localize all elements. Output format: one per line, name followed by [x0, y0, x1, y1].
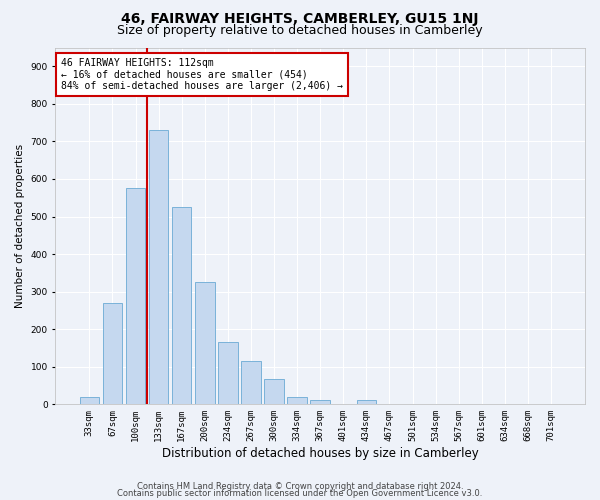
Bar — [103, 303, 122, 404]
Bar — [356, 400, 376, 404]
Bar — [218, 342, 238, 404]
X-axis label: Distribution of detached houses by size in Camberley: Distribution of detached houses by size … — [162, 447, 479, 460]
Bar — [241, 361, 261, 405]
Y-axis label: Number of detached properties: Number of detached properties — [15, 144, 25, 308]
Bar — [195, 282, 215, 405]
Bar — [172, 207, 191, 404]
Bar — [287, 397, 307, 404]
Bar — [310, 400, 330, 404]
Text: Size of property relative to detached houses in Camberley: Size of property relative to detached ho… — [117, 24, 483, 37]
Text: Contains HM Land Registry data © Crown copyright and database right 2024.: Contains HM Land Registry data © Crown c… — [137, 482, 463, 491]
Text: Contains public sector information licensed under the Open Government Licence v3: Contains public sector information licen… — [118, 488, 482, 498]
Bar — [149, 130, 169, 404]
Text: 46 FAIRWAY HEIGHTS: 112sqm
← 16% of detached houses are smaller (454)
84% of sem: 46 FAIRWAY HEIGHTS: 112sqm ← 16% of deta… — [61, 58, 343, 92]
Bar — [125, 188, 145, 404]
Bar — [80, 397, 99, 404]
Text: 46, FAIRWAY HEIGHTS, CAMBERLEY, GU15 1NJ: 46, FAIRWAY HEIGHTS, CAMBERLEY, GU15 1NJ — [121, 12, 479, 26]
Bar — [264, 379, 284, 404]
